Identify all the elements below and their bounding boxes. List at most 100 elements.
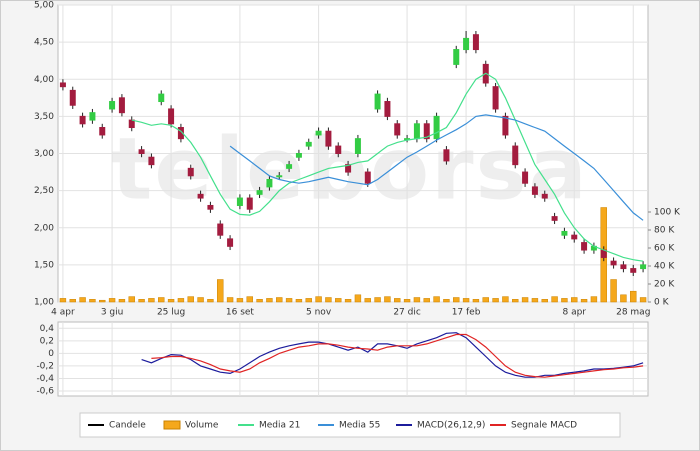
- series-line: [141, 332, 644, 378]
- volume-bar: [590, 296, 598, 303]
- candle-body: [118, 97, 125, 114]
- candle-body: [148, 156, 155, 166]
- candle-body: [433, 115, 440, 140]
- volume-bar: [108, 298, 116, 303]
- volume-bar: [197, 297, 204, 303]
- y-tick-label: 5,00: [34, 1, 54, 11]
- volume-bar: [276, 297, 283, 303]
- candle-body: [59, 82, 66, 88]
- volume-bar: [541, 299, 548, 303]
- candle-body: [266, 178, 273, 188]
- volume-bar: [315, 296, 322, 303]
- candle-body: [492, 86, 499, 110]
- y-tick-label: 4,00: [34, 75, 54, 85]
- volume-bar: [561, 298, 568, 303]
- x-tick-label: 4 apr: [51, 308, 75, 318]
- volume-bar: [551, 296, 558, 303]
- candle-body: [187, 167, 194, 177]
- volume-bar: [187, 296, 194, 303]
- candle-body: [620, 264, 627, 270]
- volume-bar: [325, 297, 332, 303]
- y-tick-label: -0,6: [36, 386, 54, 396]
- candle-body: [541, 193, 548, 199]
- candle-body: [581, 242, 588, 251]
- volume-bar: [158, 297, 165, 303]
- candle-body: [335, 145, 342, 154]
- candle-body: [463, 37, 470, 51]
- y-tick-label: 0,4: [40, 324, 55, 334]
- candle-body: [571, 234, 578, 240]
- volume-bar: [374, 297, 381, 303]
- volume-bar: [472, 299, 480, 303]
- volume-bar: [384, 296, 391, 303]
- volume-bar: [99, 299, 106, 303]
- candle-body: [522, 171, 529, 184]
- series-line: [131, 72, 644, 262]
- volume-bar: [118, 299, 126, 303]
- macd-panel: [57, 321, 649, 397]
- candle-body: [630, 268, 637, 273]
- candle-body: [561, 230, 568, 236]
- volume-bar: [462, 298, 470, 303]
- candle-body: [295, 153, 302, 158]
- y-tick-label: 0,2: [40, 336, 54, 346]
- candle-body: [384, 101, 391, 117]
- volume-bar: [394, 298, 401, 303]
- volume-bar: [138, 299, 145, 303]
- volume-bar: [295, 299, 303, 303]
- volume-bar: [207, 299, 214, 303]
- series-line: [229, 114, 644, 221]
- volume-bar: [630, 290, 637, 303]
- y-tick-label: 2,00: [34, 223, 54, 233]
- legend-label: Segnale MACD: [511, 421, 577, 431]
- x-tick-label: 27 dic: [393, 308, 421, 318]
- legend-swatch: [163, 420, 181, 430]
- volume-bar: [128, 296, 135, 303]
- x-tick-label: 28 mag: [616, 308, 650, 318]
- candle-body: [246, 197, 253, 210]
- volume-bar: [285, 298, 293, 303]
- volume-bar: [69, 299, 76, 303]
- candle-body: [158, 93, 165, 103]
- candle-body: [276, 175, 283, 178]
- volume-bar: [580, 299, 588, 303]
- volume-bar: [531, 298, 539, 303]
- candle-body: [472, 34, 479, 51]
- y2-tick-label: 20 K: [654, 280, 675, 290]
- candle-body: [531, 186, 538, 195]
- x-tick-label: 17 feb: [452, 308, 481, 318]
- x-tick-label: 3 giu: [101, 308, 124, 318]
- candle-body: [128, 119, 135, 129]
- candle-body: [99, 127, 106, 136]
- volume-bar: [482, 297, 489, 303]
- y2-tick-label: 0 K: [654, 298, 670, 308]
- volume-bar: [236, 298, 244, 303]
- legend-label: MACD(26,12,9): [417, 421, 485, 431]
- volume-bar: [639, 297, 647, 303]
- volume-bar: [226, 297, 234, 303]
- candle-body: [551, 216, 558, 221]
- x-tick-label: 5 nov: [306, 308, 332, 318]
- volume-bar: [256, 299, 263, 303]
- candle-body: [207, 204, 214, 210]
- legend-label: Media 21: [259, 421, 300, 431]
- y-tick-label: -0,2: [36, 361, 54, 371]
- candle-body: [109, 101, 116, 110]
- candle-body: [227, 238, 234, 247]
- y-tick-label: 3,50: [34, 112, 54, 122]
- candle-body: [354, 138, 361, 154]
- candle-body: [413, 123, 420, 140]
- candle-body: [305, 141, 312, 147]
- candle-body: [177, 127, 184, 140]
- volume-bar: [148, 298, 155, 303]
- y-tick-label: -0,4: [36, 374, 54, 384]
- candle-body: [443, 149, 450, 162]
- volume-bar: [89, 299, 96, 303]
- volume-bar: [335, 298, 342, 303]
- candle-body: [197, 193, 204, 199]
- candle-body: [79, 115, 86, 125]
- volume-bar: [354, 294, 362, 303]
- x-tick-label: 25 lug: [157, 308, 185, 318]
- candle-body: [423, 123, 430, 140]
- candle-body: [89, 112, 96, 121]
